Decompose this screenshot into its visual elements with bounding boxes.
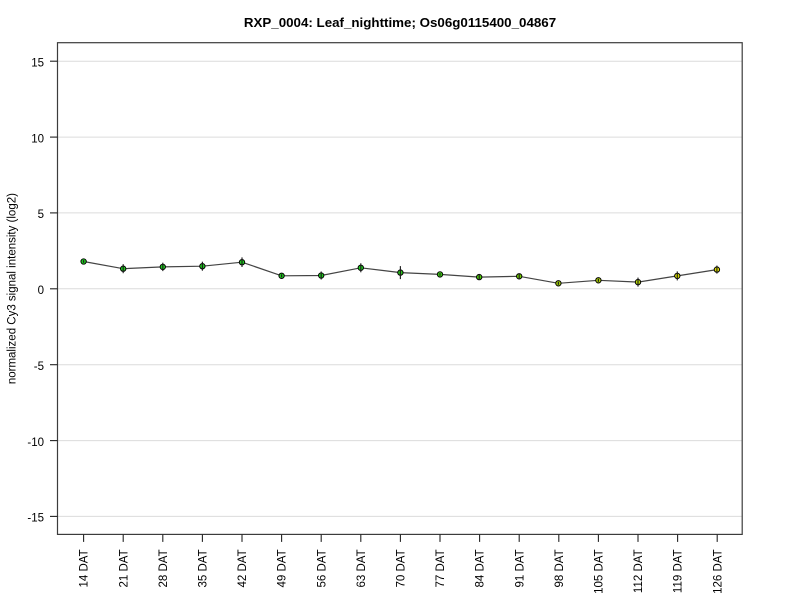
svg-text:77 DAT: 77 DAT	[435, 549, 447, 587]
svg-text:42 DAT: 42 DAT	[237, 549, 249, 587]
svg-text:70 DAT: 70 DAT	[396, 549, 408, 587]
svg-text:126 DAT: 126 DAT	[712, 549, 724, 594]
svg-text:-10: -10	[27, 437, 44, 449]
svg-text:-5: -5	[34, 361, 44, 373]
svg-text:15: 15	[31, 57, 44, 69]
svg-text:56 DAT: 56 DAT	[316, 549, 328, 587]
svg-text:49 DAT: 49 DAT	[277, 549, 289, 587]
svg-text:35 DAT: 35 DAT	[198, 549, 210, 587]
svg-text:105 DAT: 105 DAT	[594, 549, 606, 594]
svg-text:-15: -15	[27, 513, 44, 525]
svg-text:63 DAT: 63 DAT	[356, 549, 368, 587]
svg-text:5: 5	[38, 209, 44, 221]
svg-text:98 DAT: 98 DAT	[554, 549, 566, 587]
svg-text:10: 10	[31, 133, 44, 145]
svg-text:84 DAT: 84 DAT	[475, 549, 487, 587]
svg-text:14 DAT: 14 DAT	[79, 549, 91, 587]
svg-text:119 DAT: 119 DAT	[673, 549, 685, 593]
svg-text:normalized Cy3 signal intensit: normalized Cy3 signal intensity (log2)	[7, 193, 19, 384]
svg-text:112 DAT: 112 DAT	[633, 549, 645, 593]
svg-text:28 DAT: 28 DAT	[158, 549, 170, 587]
svg-text:91 DAT: 91 DAT	[514, 549, 526, 587]
svg-text:RXP_0004: Leaf_nighttime; Os06: RXP_0004: Leaf_nighttime; Os06g0115400_0…	[244, 15, 556, 30]
svg-text:21 DAT: 21 DAT	[118, 549, 130, 587]
svg-text:0: 0	[38, 285, 44, 297]
